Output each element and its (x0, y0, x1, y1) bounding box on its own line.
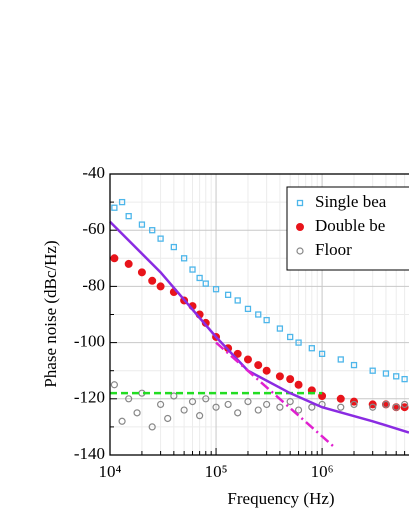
data-point (337, 403, 345, 411)
data-point (401, 400, 409, 409)
data-point (212, 286, 220, 293)
data-point (263, 316, 270, 324)
legend-label: Single bea (315, 192, 387, 211)
x-tick-label: 10⁶ (311, 462, 334, 481)
legend-marker (296, 199, 304, 207)
data-point (202, 280, 209, 287)
data-point (350, 400, 358, 409)
legend-marker (296, 223, 304, 231)
y-tick-label: -100 (74, 332, 105, 351)
y-tick-label: -120 (74, 388, 105, 407)
data-point (224, 291, 232, 298)
data-point (137, 268, 146, 277)
data-point (157, 235, 164, 242)
data-point (164, 414, 172, 423)
data-point (294, 380, 303, 389)
data-point (202, 395, 210, 403)
data-point (263, 400, 271, 409)
data-point (318, 350, 326, 357)
data-point (336, 394, 345, 403)
fit-line (215, 341, 337, 449)
y-tick-label: -80 (82, 275, 105, 294)
data-point (180, 406, 188, 414)
x-tick-label: 10⁴ (99, 462, 122, 481)
legend-box (286, 186, 409, 271)
data-point (350, 361, 358, 369)
data-point (110, 381, 118, 389)
data-point (392, 403, 400, 411)
data-point (188, 398, 197, 406)
data-point (254, 361, 263, 370)
legend-label: Floor (315, 240, 352, 259)
data-point (156, 400, 165, 409)
data-point (212, 403, 220, 411)
data-point (254, 406, 262, 414)
data-point (148, 423, 156, 431)
data-point (308, 403, 316, 411)
data-point (382, 370, 390, 377)
data-point (244, 305, 252, 313)
data-point (138, 221, 146, 228)
data-point (295, 339, 302, 346)
data-point (294, 406, 303, 414)
data-point (189, 266, 196, 273)
data-point (382, 400, 390, 409)
data-point (286, 375, 295, 384)
data-point (118, 417, 126, 425)
data-point (369, 403, 377, 411)
data-point (124, 259, 133, 268)
plot-frame (109, 173, 409, 456)
x-tick-label: 10⁵ (205, 462, 228, 481)
fit-line (109, 220, 409, 434)
data-point (369, 367, 376, 374)
data-point (133, 409, 141, 417)
y-tick-label: -60 (82, 219, 105, 238)
data-point (244, 398, 252, 406)
data-point (170, 392, 178, 400)
data-point (156, 282, 165, 291)
data-point (125, 395, 133, 403)
data-point (337, 356, 344, 363)
data-point (149, 227, 156, 234)
data-point (125, 212, 132, 220)
data-point (393, 373, 400, 380)
y-axis-label: Phase noise (dBc/Hz) (41, 240, 60, 387)
data-point (275, 372, 284, 381)
data-point (262, 366, 271, 375)
data-point (110, 254, 119, 263)
x-axis-label: Frequency (Hz) (227, 489, 334, 508)
data-point (255, 311, 262, 318)
data-point (287, 333, 294, 341)
y-tick-label: -40 (82, 163, 105, 182)
data-point (196, 274, 203, 282)
data-point (276, 325, 284, 332)
data-point (111, 204, 118, 211)
data-point (224, 400, 232, 409)
legend-label: Double be (315, 216, 385, 235)
data-point (243, 355, 252, 364)
data-point (286, 398, 294, 406)
data-point (233, 349, 242, 358)
data-point (118, 198, 126, 206)
data-point (180, 255, 188, 262)
data-point (234, 297, 241, 304)
data-point (148, 276, 157, 285)
data-point (276, 403, 284, 411)
data-point (170, 243, 177, 251)
data-point (196, 412, 204, 420)
legend-marker (296, 247, 304, 255)
data-point (308, 345, 315, 352)
data-point (234, 409, 242, 417)
data-point (401, 375, 408, 383)
y-tick-label: -140 (74, 444, 105, 463)
